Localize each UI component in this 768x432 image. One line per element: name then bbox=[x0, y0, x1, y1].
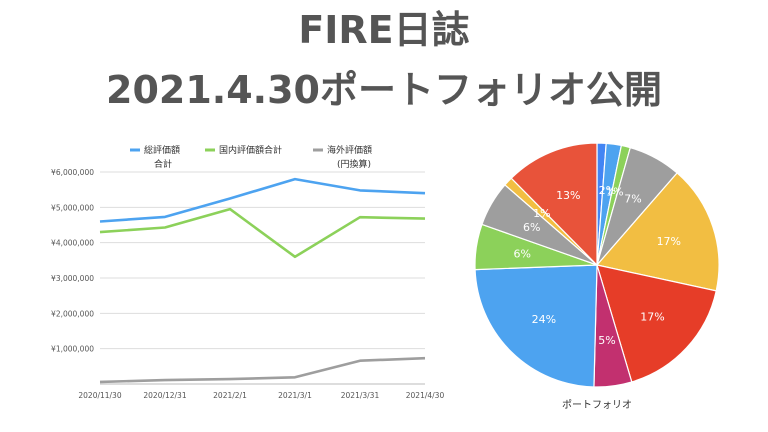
line-chart-x-ticks: 2020/11/30 2020/12/31 2021/2/1 2021/3/1 2021… bbox=[78, 391, 444, 400]
pie-slice-label: 7% bbox=[624, 193, 641, 206]
x-tick-label: 2021/2/1 bbox=[213, 391, 247, 400]
pie-chart-xlabel: ポートフォリオ bbox=[562, 399, 632, 411]
legend-label: 海外評価額 bbox=[327, 144, 372, 156]
x-tick-label: 2021/3/1 bbox=[278, 391, 312, 400]
pie-slice bbox=[510, 142, 598, 267]
pie-slice-label: 5% bbox=[598, 334, 615, 347]
y-tick-label: ¥5,000,000 bbox=[51, 203, 94, 212]
x-tick-label: 2020/11/30 bbox=[78, 391, 121, 400]
legend-label: 総評価額 bbox=[144, 144, 180, 156]
pie-slice bbox=[595, 172, 720, 292]
pie-slice-label: 1% bbox=[606, 186, 623, 199]
pie-slice-label: 6% bbox=[513, 248, 530, 261]
pie-slice-label: 24% bbox=[532, 313, 556, 326]
legend-label: (円換算) bbox=[337, 158, 371, 170]
y-tick-label: ¥4,000,000 bbox=[51, 239, 94, 248]
pie-slice bbox=[596, 264, 717, 383]
y-tick-label: ¥1,000,000 bbox=[51, 345, 94, 354]
pie-slice-label: 6% bbox=[523, 221, 540, 234]
pie-slice-label: 2% bbox=[599, 184, 616, 197]
line-chart-series bbox=[99, 177, 426, 384]
pie-slice bbox=[474, 264, 598, 388]
legend-label: 国内評価額合計 bbox=[219, 144, 282, 156]
x-tick-label: 2020/12/31 bbox=[143, 391, 186, 400]
series-line-2 bbox=[99, 356, 426, 384]
y-tick-label: ¥6,000,000 bbox=[51, 168, 94, 177]
pie-slice-label: 1% bbox=[533, 207, 550, 220]
page-title-line-2: 2021.4.30ポートフォリオ公開 bbox=[106, 68, 662, 112]
pie-slice-label: 13% bbox=[556, 189, 580, 202]
pie-slice-label: 17% bbox=[657, 235, 681, 248]
legend-label: 合計 bbox=[154, 158, 172, 170]
x-tick-label: 2021/4/30 bbox=[406, 391, 445, 400]
y-tick-label: ¥2,000,000 bbox=[51, 309, 94, 318]
line-chart-y-ticks: ¥1,000,000 ¥2,000,000 ¥3,000,000 ¥4,000,000… bbox=[51, 168, 94, 354]
y-tick-label: ¥3,000,000 bbox=[51, 274, 94, 283]
pie-labels: 2%1%7%17%17%5%24%6%6%1%13% bbox=[513, 184, 681, 347]
x-tick-label: 2021/3/31 bbox=[341, 391, 380, 400]
pie-slices bbox=[474, 142, 720, 388]
line-chart-gridlines bbox=[100, 171, 425, 385]
pie-slice-label: 17% bbox=[640, 310, 664, 323]
series-line-1 bbox=[99, 207, 426, 259]
page-title-line-1: FIRE日誌 bbox=[298, 8, 470, 52]
series-line-0 bbox=[99, 177, 426, 223]
